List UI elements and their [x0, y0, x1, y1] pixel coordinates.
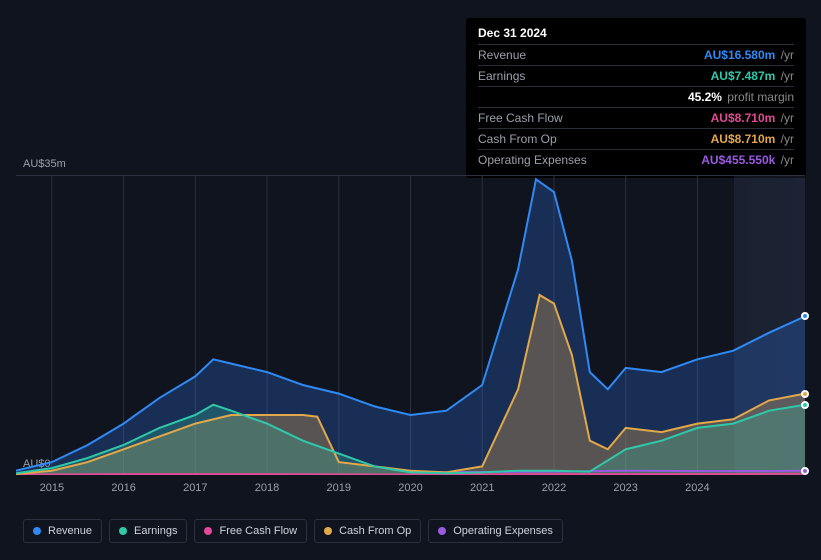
- x-tick-label: 2019: [327, 482, 351, 494]
- legend-label: Revenue: [48, 525, 92, 537]
- legend-item[interactable]: Cash From Op: [314, 519, 421, 543]
- chart-legend: Revenue Earnings Free Cash Flow Cash From O…: [23, 519, 563, 543]
- chart-tooltip: Dec 31 2024 Revenue AU$16.580m /yr Earning…: [466, 18, 806, 178]
- y-axis-max-label: AU$35m: [23, 158, 66, 170]
- legend-label: Operating Expenses: [453, 525, 553, 537]
- tooltip-row: Free Cash Flow AU$8.710m /yr: [478, 107, 794, 128]
- legend-label: Cash From Op: [339, 525, 411, 537]
- tooltip-row-value: AU$8.710m /yr: [711, 132, 794, 146]
- x-axis-labels: 2015 2016 2017 2018 2019 2020 2021 2022 2023 2024: [16, 482, 805, 500]
- legend-item[interactable]: Revenue: [23, 519, 102, 543]
- legend-dot-icon: [324, 527, 332, 535]
- tooltip-row: Earnings AU$7.487m /yr: [478, 65, 794, 86]
- tooltip-row-label: Earnings: [478, 69, 525, 83]
- legend-item[interactable]: Free Cash Flow: [194, 519, 307, 543]
- x-tick-label: 2016: [111, 482, 135, 494]
- series-end-marker: [801, 401, 809, 409]
- tooltip-row-label: Cash From Op: [478, 132, 557, 146]
- series-end-marker: [801, 390, 809, 398]
- tooltip-row: Revenue AU$16.580m /yr: [478, 44, 794, 65]
- legend-item[interactable]: Earnings: [109, 519, 187, 543]
- tooltip-row-value: 45.2% profit margin: [688, 90, 794, 104]
- tooltip-row-value: AU$7.487m /yr: [711, 69, 794, 83]
- legend-label: Earnings: [134, 525, 177, 537]
- tooltip-date: Dec 31 2024: [478, 26, 794, 44]
- x-tick-label: 2023: [613, 482, 637, 494]
- tooltip-row-value: AU$8.710m /yr: [711, 111, 794, 125]
- legend-item[interactable]: Operating Expenses: [428, 519, 563, 543]
- x-tick-label: 2020: [398, 482, 422, 494]
- legend-dot-icon: [119, 527, 127, 535]
- tooltip-row-label: Free Cash Flow: [478, 111, 563, 125]
- legend-dot-icon: [438, 527, 446, 535]
- financial-chart: AU$35m AU$0 2015201620172018201920202021…: [16, 160, 805, 507]
- x-tick-label: 2021: [470, 482, 494, 494]
- legend-label: Free Cash Flow: [219, 525, 297, 537]
- tooltip-row-label: Revenue: [478, 48, 526, 62]
- x-tick-label: 2017: [183, 482, 207, 494]
- x-tick-label: 2018: [255, 482, 279, 494]
- x-tick-label: 2015: [40, 482, 64, 494]
- tooltip-row-value: AU$16.580m /yr: [704, 48, 794, 62]
- legend-dot-icon: [33, 527, 41, 535]
- x-tick-label: 2024: [685, 482, 709, 494]
- tooltip-row: Cash From Op AU$8.710m /yr: [478, 128, 794, 149]
- series-end-marker: [801, 312, 809, 320]
- series-end-marker: [801, 467, 809, 475]
- legend-dot-icon: [204, 527, 212, 535]
- tooltip-row: 45.2% profit margin: [478, 86, 794, 107]
- x-tick-label: 2022: [542, 482, 566, 494]
- chart-plot-area: [16, 175, 805, 475]
